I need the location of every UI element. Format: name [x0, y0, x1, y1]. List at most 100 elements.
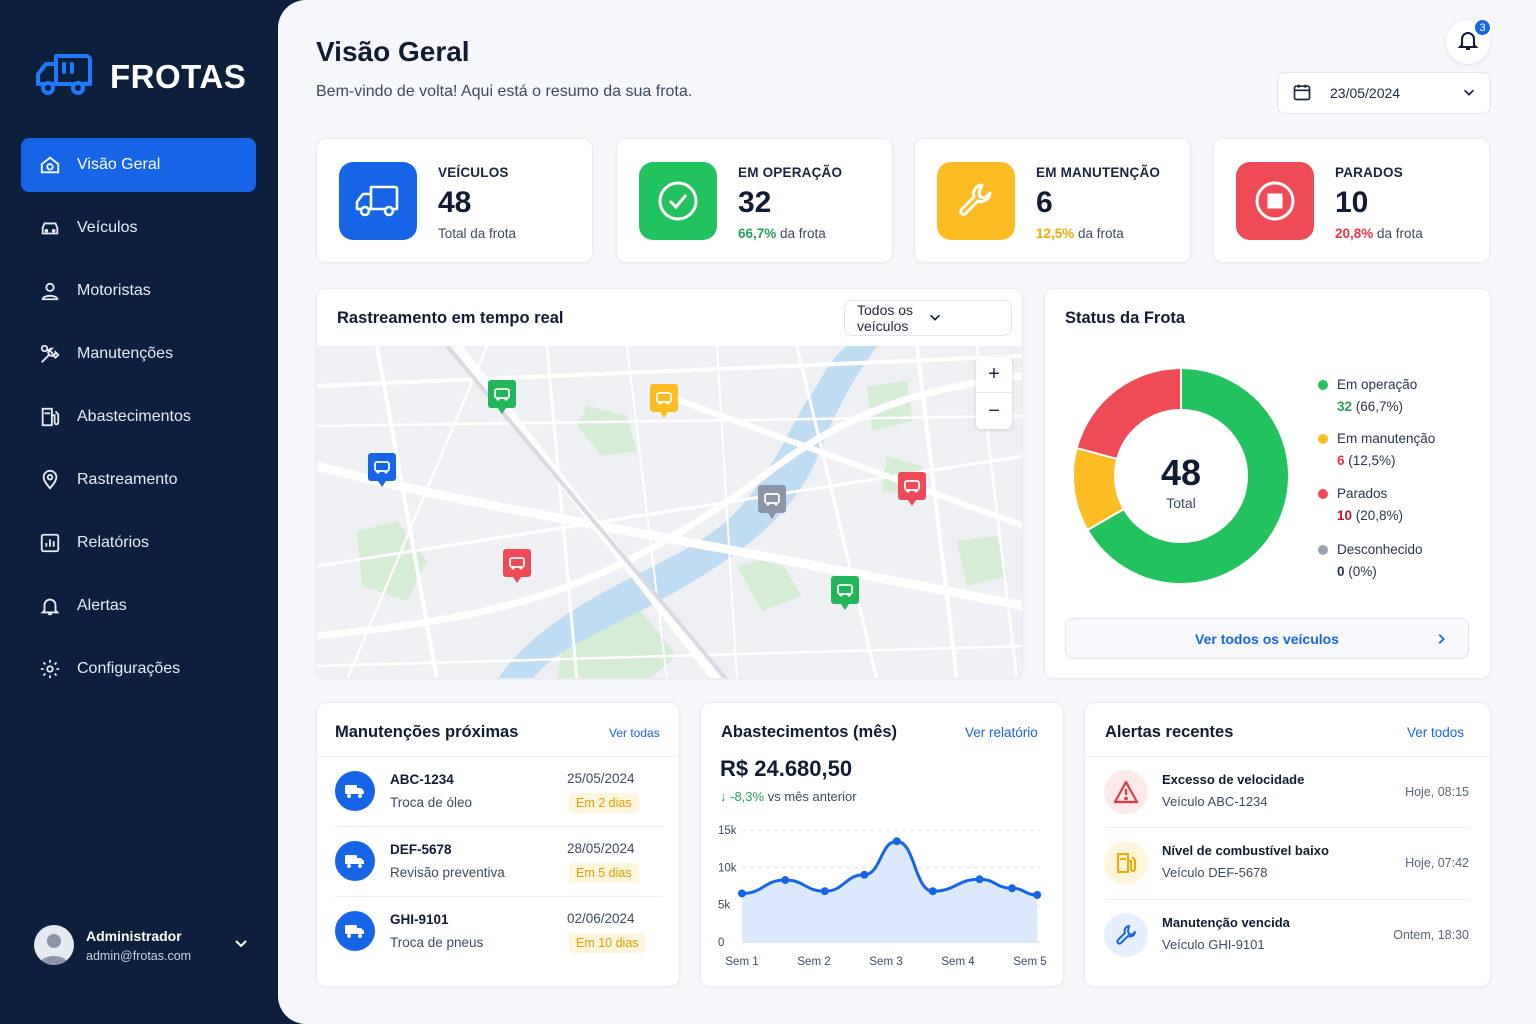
gear-icon [38, 657, 62, 681]
sidebar-item-veiculos[interactable]: Veículos [21, 201, 256, 255]
x-tick-label: Sem 4 [941, 956, 975, 968]
fuel-delta-value: -8,3% [730, 789, 765, 804]
sidebar-item-label: Motoristas [77, 282, 151, 299]
maintenance-description: Troca de óleo [390, 795, 473, 810]
donut-total-label: Total [1166, 495, 1196, 511]
alert-vehicle: Veículo DEF-5678 [1162, 865, 1268, 880]
user-menu[interactable]: Administrador admin@frotas.com [34, 925, 249, 965]
alert-row[interactable]: Excesso de velocidade Veículo ABC-1234 H… [1084, 757, 1491, 827]
user-email: admin@frotas.com [86, 948, 192, 963]
stat-subtitle: 66,7% da frota [738, 226, 826, 241]
sidebar-item-label: Veículos [77, 219, 138, 236]
donut-total: 48 [1160, 452, 1202, 493]
fuel-title: Abastecimentos (mês) [721, 723, 898, 741]
vehicle-marker-yellow[interactable] [650, 384, 678, 418]
stat-percent: 20,8% [1335, 226, 1374, 241]
sidebar: FROTAS Visão Geral Veículos Motoristas M… [0, 0, 300, 1024]
vehicle-marker-red[interactable] [503, 549, 531, 583]
alert-row[interactable]: Manutenção vencida Veículo GHI-9101 Onte… [1084, 900, 1491, 970]
see-all-vehicles-button[interactable]: Ver todos os veículos [1065, 618, 1469, 659]
maintenance-row[interactable]: DEF-5678 Revisão preventiva 28/05/2024 E… [317, 827, 681, 897]
fuel-chart: 0 5k 10k 15k Sem 1 Sem 2 Sem 3 Sem 4 Sem 5 [718, 825, 1047, 968]
arrow-down-icon: ↓ [720, 789, 727, 804]
stat-suffix: da frota [1074, 226, 1124, 241]
map-zoom-controls: + − [976, 357, 1012, 429]
calendar-icon [1292, 82, 1312, 105]
sidebar-item-alertas[interactable]: Alertas [21, 579, 256, 633]
sidebar-item-label: Visão Geral [77, 156, 161, 173]
vehicle-marker-green[interactable] [488, 380, 516, 414]
stop-icon [1236, 162, 1314, 240]
sidebar-item-rastreamento[interactable]: Rastreamento [21, 453, 256, 507]
vehicle-filter-select[interactable]: Todos os veículos [844, 300, 1012, 336]
legend-count: 0 [1337, 564, 1345, 579]
notifications-button[interactable]: 3 [1446, 18, 1492, 64]
legend-dot [1318, 488, 1328, 499]
stat-percent: 66,7% [738, 226, 777, 241]
sidebar-item-relatorios[interactable]: Relatórios [21, 516, 256, 570]
vehicle-marker-gray[interactable] [758, 485, 786, 519]
legend-label: Em manutenção [1337, 431, 1436, 446]
stat-card-maintenance[interactable]: EM MANUTENÇÃO 6 12,5% da frota [914, 138, 1191, 263]
stat-label: VEÍCULOS [438, 165, 509, 180]
due-badge: Em 2 dias [569, 793, 639, 813]
chevron-down-icon[interactable] [233, 935, 249, 956]
alert-row[interactable]: Nível de combustível baixo Veículo DEF-5… [1084, 828, 1491, 898]
stat-card-vehicles[interactable]: VEÍCULOS 48 Total da frota [316, 138, 593, 263]
legend-item-maintenance: Em manutenção 6 (12,5%) [1318, 431, 1435, 468]
date-picker[interactable]: 23/05/2024 [1277, 72, 1491, 114]
vehicle-marker-green[interactable] [831, 576, 859, 610]
alert-vehicle: Veículo ABC-1234 [1162, 794, 1268, 809]
stat-card-in-operation[interactable]: EM OPERAÇÃO 32 66,7% da frota [616, 138, 893, 263]
brand-name: FROTAS [110, 57, 247, 95]
sidebar-item-visao-geral[interactable]: Visão Geral [21, 138, 256, 192]
chart-point [1008, 884, 1016, 893]
stat-card-stopped[interactable]: PARADOS 10 20,8% da frota [1213, 138, 1490, 263]
main-content: Visão Geral Bem-vindo de volta! Aqui est… [278, 0, 1536, 1024]
sidebar-item-label: Alertas [77, 597, 127, 614]
maintenance-date: 25/05/2024 [567, 771, 635, 786]
warning-triangle-icon [1104, 770, 1148, 814]
see-all-alerts-link[interactable]: Ver todos [1407, 725, 1465, 740]
fleet-status-title: Status da Frota [1065, 309, 1186, 327]
x-tick-label: Sem 2 [797, 956, 830, 968]
maintenance-row[interactable]: ABC-1234 Troca de óleo 25/05/2024 Em 2 d… [317, 757, 681, 827]
vehicle-marker-blue[interactable] [368, 453, 396, 487]
chart-point [928, 887, 937, 896]
fuel-report-link[interactable]: Ver relatório [965, 725, 1038, 740]
fuel-pump-icon [38, 405, 62, 429]
page-subtitle: Bem-vindo de volta! Aqui está o resumo d… [316, 83, 693, 100]
zoom-in-button[interactable]: + [976, 357, 1012, 393]
legend-item-unknown: Desconhecido 0 (0%) [1318, 542, 1423, 579]
legend-pct: (12,5%) [1344, 453, 1396, 468]
wrench-icon [1104, 913, 1148, 957]
stat-value: 32 [738, 186, 772, 219]
sidebar-item-abastecimentos[interactable]: Abastecimentos [21, 390, 256, 444]
chart-point [738, 889, 746, 898]
bell-icon [38, 594, 62, 618]
sidebar-item-configuracoes[interactable]: Configurações [21, 642, 256, 696]
alerts-title: Alertas recentes [1105, 723, 1234, 741]
vehicle-marker-red[interactable] [898, 472, 926, 506]
brand[interactable]: FROTAS [34, 50, 246, 103]
sidebar-nav: Visão Geral Veículos Motoristas Manutenç… [21, 138, 256, 705]
sidebar-item-motoristas[interactable]: Motoristas [21, 264, 256, 318]
divider [1105, 827, 1470, 828]
chart-area [742, 841, 1038, 942]
maintenance-row[interactable]: GHI-9101 Troca de pneus 02/06/2024 Em 10… [317, 897, 681, 967]
bell-icon [1456, 28, 1480, 57]
sidebar-item-manutencoes[interactable]: Manutenções [21, 327, 256, 381]
fuel-delta-suffix: vs mês anterior [764, 789, 857, 804]
legend-pct: (20,8%) [1352, 508, 1404, 523]
donut-slice [1075, 368, 1182, 461]
zoom-out-button[interactable]: − [988, 399, 1000, 422]
chart-point [820, 887, 829, 896]
legend-dot [1318, 433, 1328, 444]
map[interactable]: + − [317, 343, 1022, 678]
legend-pct: (66,7%) [1352, 399, 1404, 414]
see-all-maintenance-link[interactable]: Ver todas [609, 726, 660, 740]
dashboard-icon [38, 153, 62, 177]
divider [1085, 756, 1492, 757]
truck-icon [339, 162, 417, 240]
legend-pct: (0%) [1344, 564, 1377, 579]
